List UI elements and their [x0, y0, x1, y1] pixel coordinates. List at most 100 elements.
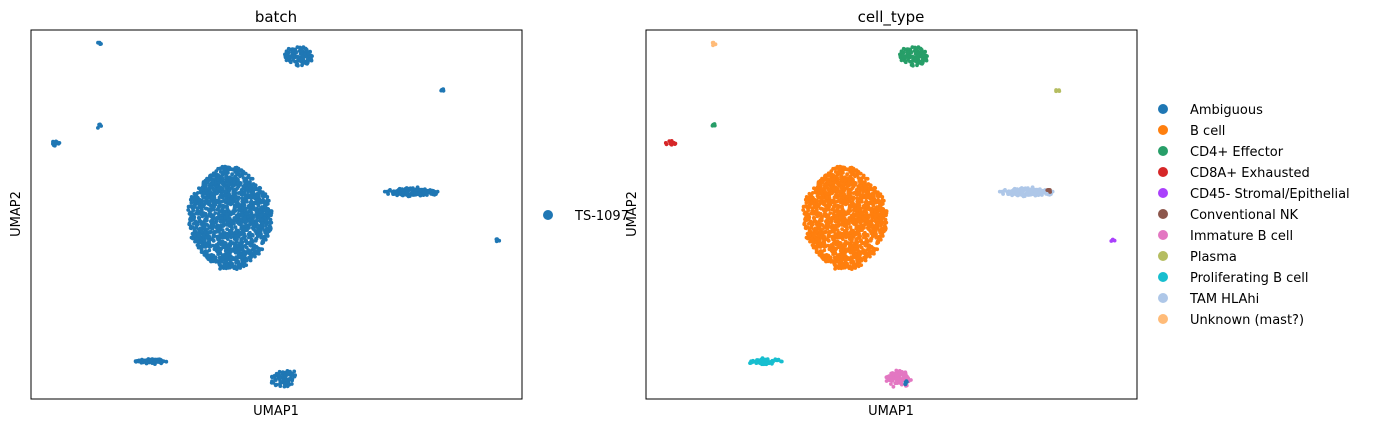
- data-point: [260, 194, 265, 199]
- legend-label: Ambiguous: [1190, 103, 1263, 118]
- data-point: [224, 174, 228, 179]
- data-point: [404, 186, 409, 190]
- data-point: [220, 199, 225, 204]
- data-point: [776, 357, 781, 362]
- data-point: [805, 236, 810, 241]
- data-point: [854, 237, 859, 242]
- data-point: [234, 230, 238, 235]
- data-point: [818, 230, 822, 235]
- data-point: [833, 202, 837, 206]
- data-point: [869, 236, 874, 241]
- data-point: [189, 200, 194, 205]
- cluster-ts-1097: [186, 164, 274, 271]
- data-point: [387, 189, 392, 193]
- data-point: [196, 202, 201, 206]
- cluster-cd4-effector: [710, 122, 717, 128]
- data-point: [854, 168, 859, 173]
- data-point: [826, 222, 830, 227]
- data-point: [218, 202, 222, 206]
- data-point: [244, 219, 249, 224]
- data-point: [234, 267, 239, 271]
- data-point: [199, 206, 204, 210]
- data-point: [215, 234, 220, 239]
- data-point: [813, 188, 818, 193]
- data-point: [846, 200, 850, 204]
- data-point: [821, 254, 826, 258]
- data-point: [881, 207, 886, 212]
- data-point: [839, 223, 844, 227]
- data-point: [237, 203, 242, 207]
- data-point: [231, 200, 235, 204]
- data-point: [830, 215, 834, 220]
- data-point: [211, 257, 216, 262]
- data-point: [210, 215, 215, 219]
- data-point: [869, 221, 873, 226]
- data-point: [861, 248, 866, 253]
- data-point: [838, 189, 843, 194]
- data-point: [205, 196, 209, 201]
- data-point: [186, 204, 191, 209]
- data-point: [673, 142, 677, 147]
- data-point: [828, 211, 833, 216]
- data-point: [189, 210, 194, 215]
- data-point: [286, 370, 291, 375]
- data-point: [238, 181, 243, 186]
- data-point: [865, 176, 870, 181]
- data-point: [211, 222, 216, 227]
- data-point: [814, 229, 819, 234]
- data-point: [249, 208, 253, 213]
- data-point: [817, 219, 822, 224]
- data-point: [806, 216, 810, 221]
- data-point: [889, 375, 894, 379]
- data-point: [825, 195, 829, 200]
- data-point: [301, 54, 305, 59]
- data-point: [216, 252, 221, 256]
- data-point: [223, 248, 228, 253]
- data-point: [236, 177, 240, 182]
- data-point: [223, 259, 228, 264]
- data-point: [822, 199, 827, 204]
- data-point: [840, 215, 844, 219]
- data-point: [291, 50, 295, 55]
- data-point: [392, 192, 397, 196]
- data-point: [1032, 187, 1037, 192]
- data-point: [1030, 192, 1035, 196]
- data-point: [844, 258, 848, 262]
- data-point: [242, 171, 247, 176]
- data-point: [239, 168, 244, 173]
- data-point: [835, 199, 840, 204]
- data-point: [823, 189, 827, 194]
- data-point: [155, 360, 160, 364]
- data-point: [191, 221, 196, 226]
- data-point: [871, 194, 876, 199]
- data-point: [820, 227, 825, 232]
- data-point: [277, 374, 282, 378]
- data-point: [850, 171, 854, 176]
- data-point: [186, 208, 191, 212]
- data-point: [231, 221, 236, 226]
- data-point: [1048, 190, 1052, 194]
- data-point: [240, 230, 245, 235]
- data-point: [819, 235, 824, 240]
- data-point: [807, 229, 812, 234]
- data-point: [221, 224, 225, 228]
- data-point: [264, 218, 268, 223]
- data-point: [838, 233, 843, 238]
- data-point: [53, 142, 58, 146]
- data-point: [284, 58, 289, 63]
- data-point: [417, 187, 422, 192]
- data-point: [810, 222, 815, 227]
- legend-label: B cell: [1190, 124, 1225, 139]
- legend-marker: [1158, 125, 1168, 135]
- data-point: [818, 206, 823, 211]
- data-point: [864, 185, 868, 190]
- cluster-ts-1097: [133, 357, 169, 366]
- data-point: [244, 223, 249, 228]
- data-point: [849, 234, 854, 239]
- data-point: [195, 191, 200, 195]
- cluster-proliferating-b-cell: [748, 356, 784, 367]
- data-point: [804, 210, 809, 215]
- data-point: [199, 250, 204, 255]
- legend-label: TS-1097: [574, 209, 629, 224]
